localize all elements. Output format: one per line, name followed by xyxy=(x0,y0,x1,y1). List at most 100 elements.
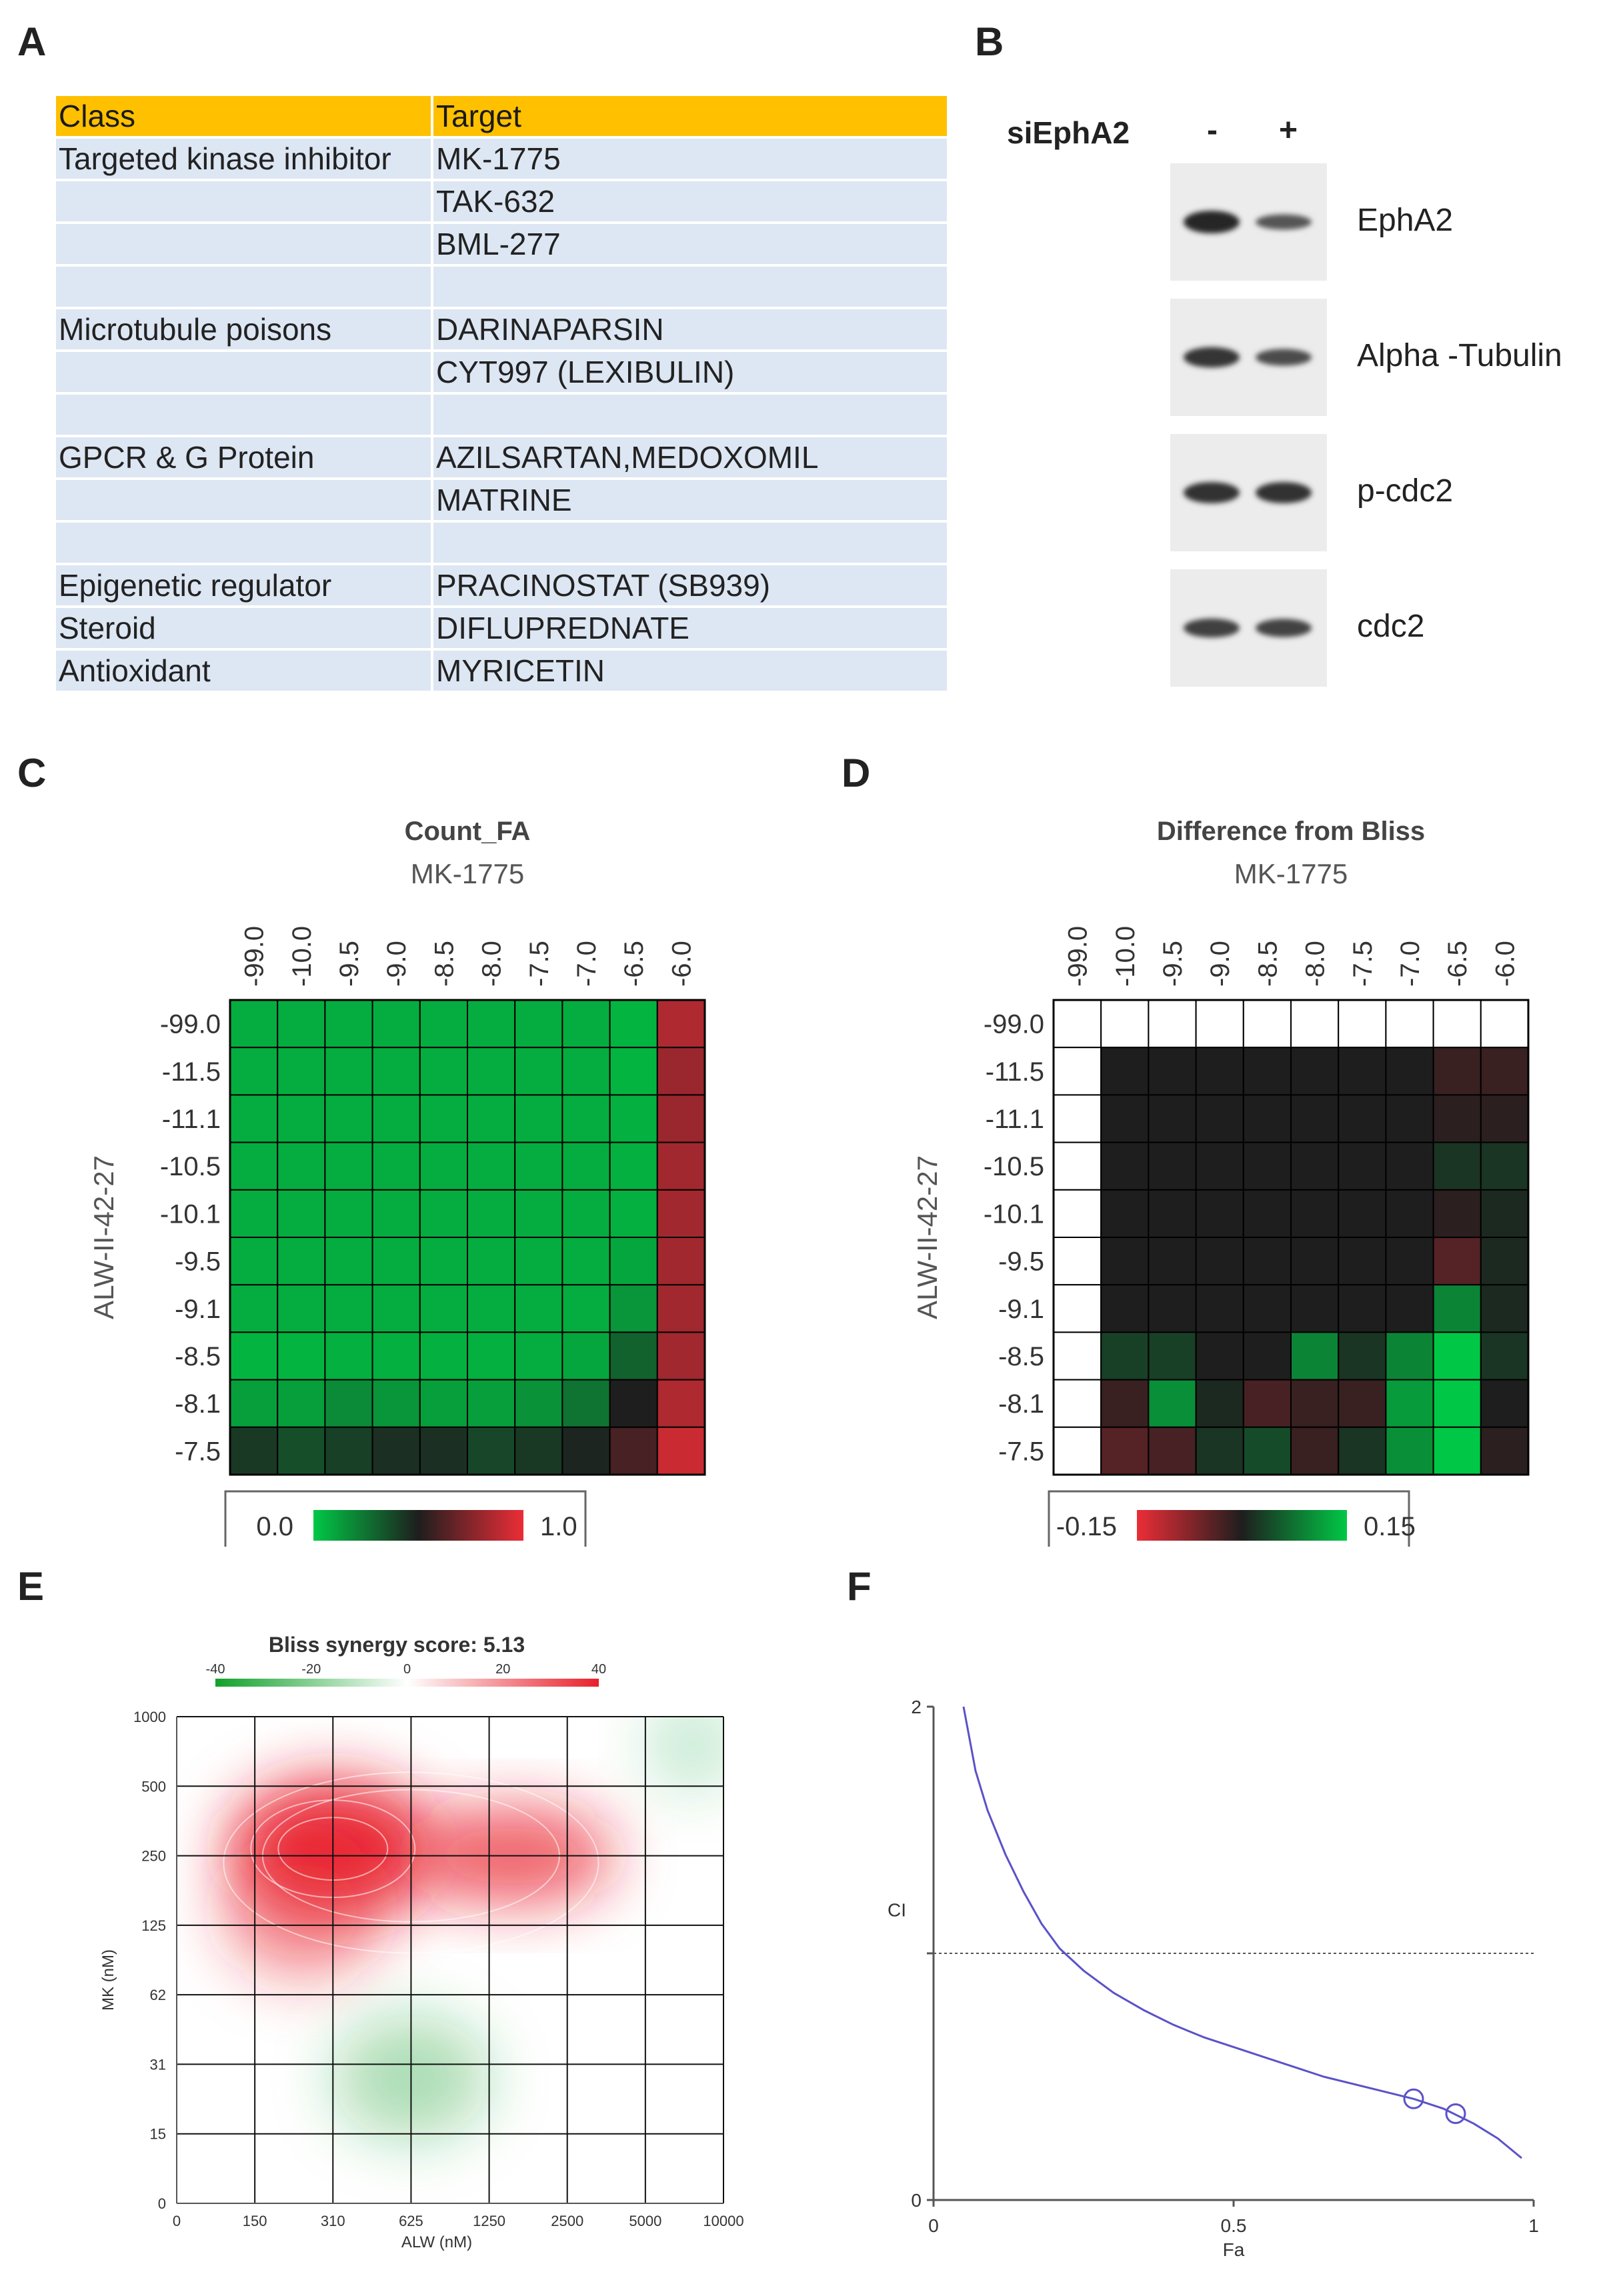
table-cell: MK-1775 xyxy=(431,139,947,179)
heatmap-cell xyxy=(1432,1047,1482,1096)
heatmap-cell xyxy=(656,1094,705,1143)
heatmap-cell xyxy=(656,1426,705,1475)
heatmap-cell xyxy=(1432,1331,1482,1381)
x-tick-label: 1250 xyxy=(473,2213,505,2229)
y-tick-label: -99.0 xyxy=(160,1010,221,1039)
y-tick-label: -11.5 xyxy=(162,1057,221,1087)
heatmap-cell xyxy=(1195,1141,1244,1191)
heatmap-cell xyxy=(419,1379,468,1428)
colorbar-max-label: 0.15 xyxy=(1364,1512,1416,1541)
table-cell: MATRINE xyxy=(431,480,947,520)
heatmap-cell xyxy=(1053,1379,1102,1428)
table-cell: TAK-632 xyxy=(431,181,947,221)
table-cell xyxy=(431,523,947,563)
chart-title: Bliss synergy score: 5.13 xyxy=(269,1633,525,1657)
heatmap-cell xyxy=(1242,1379,1292,1428)
heatmap-cell xyxy=(324,1189,373,1238)
y-tick-label: -7.5 xyxy=(175,1437,221,1466)
heatmap-cell xyxy=(229,1379,279,1428)
y-tick-label: 1000 xyxy=(133,1709,166,1725)
heatmap-cell xyxy=(1290,1094,1340,1143)
heatmap-cell xyxy=(1053,1237,1102,1286)
heatmap-cell xyxy=(561,1047,611,1096)
panel-letter-c: C xyxy=(17,751,47,795)
heatmap-cell xyxy=(277,1284,326,1333)
heatmap-cell xyxy=(561,1094,611,1143)
table-row: Microtubule poisons DARINAPARSIN xyxy=(56,309,947,349)
heatmap-cell xyxy=(324,1141,373,1191)
colorbar-max-label: 1.0 xyxy=(540,1512,577,1541)
data-point xyxy=(1403,2088,1424,2109)
heatmap-cell xyxy=(656,1047,705,1096)
colorbar-gradient xyxy=(1137,1510,1347,1541)
heatmap-cell xyxy=(1100,1141,1150,1191)
blot-protein-label: cdc2 xyxy=(1357,609,1425,644)
heatmap-cell xyxy=(514,1141,563,1191)
x-tick-label: -99.0 xyxy=(1064,926,1093,987)
heatmap-cell xyxy=(1053,1189,1102,1238)
heatmap-cell xyxy=(229,1284,279,1333)
heatmap-cell xyxy=(1242,1237,1292,1286)
heatmap-cell xyxy=(1338,1047,1387,1096)
y-tick-label: 0 xyxy=(158,2195,166,2212)
heatmap-cell xyxy=(1290,1189,1340,1238)
heatmap-cell xyxy=(1100,1331,1150,1381)
y-tick-label: 125 xyxy=(141,1917,166,1934)
heatmap-cell xyxy=(1385,1284,1434,1333)
heatmap-cell xyxy=(1290,1141,1340,1191)
heatmap-cell xyxy=(324,1426,373,1475)
x-tick-label: -10.0 xyxy=(287,926,317,987)
heatmap-cell xyxy=(1290,1426,1340,1475)
heatmap-cell xyxy=(419,1426,468,1475)
heatmap-cell xyxy=(277,1426,326,1475)
heatmap-cell xyxy=(229,1237,279,1286)
table-cell xyxy=(56,352,431,392)
lane-label-minus: - xyxy=(1207,113,1218,148)
heatmap-cell xyxy=(1195,1379,1244,1428)
heatmap-cell xyxy=(1053,1141,1102,1191)
heatmap-cell xyxy=(1432,1284,1482,1333)
y-tick-label: -11.5 xyxy=(986,1057,1044,1087)
heatmap-cell xyxy=(419,1094,468,1143)
x-tick-label: -7.5 xyxy=(1348,941,1378,987)
heatmap-cell xyxy=(609,1189,658,1238)
bliss-difference-heatmap: Difference from Bliss MK-1775 -99.0 -10.0 -9… xyxy=(912,817,1530,1547)
heatmap-cell xyxy=(1053,1426,1102,1475)
table-cell: MYRICETIN xyxy=(431,651,947,691)
heatmap-cell xyxy=(324,1331,373,1381)
table-row: Epigenetic regulator PRACINOSTAT (SB939) xyxy=(56,565,947,605)
heatmap-cell xyxy=(1100,999,1150,1049)
heatmap-cell xyxy=(1242,1094,1292,1143)
heatmap-cell xyxy=(1338,1379,1387,1428)
x-tick-label: 0.5 xyxy=(1221,2215,1247,2236)
heatmap-cell xyxy=(277,1047,326,1096)
heatmap-cell xyxy=(419,1047,468,1096)
heatmap-cell xyxy=(277,1141,326,1191)
y-tick-label: 62 xyxy=(150,1987,166,2003)
heatmap-cell xyxy=(277,999,326,1049)
heatmap-cell xyxy=(1148,1284,1197,1333)
table-cell: CYT997 (LEXIBULIN) xyxy=(431,352,947,392)
y-axis-label: CI xyxy=(888,1900,906,1921)
heatmap-cell xyxy=(1385,1189,1434,1238)
heatmap-cell xyxy=(1100,1047,1150,1096)
bliss-synergy-surface: Bliss synergy score: 5.13-40 -20 0 20 400 150… xyxy=(99,1633,744,2251)
heatmap-cell xyxy=(467,1047,516,1096)
blot-protein-label: p-cdc2 xyxy=(1357,473,1454,509)
heatmap-cell xyxy=(419,1189,468,1238)
colorbar-gradient xyxy=(313,1510,523,1541)
ci-fa-plot: 0 2 0 0.5 1 Fa CI xyxy=(888,1697,1539,2260)
heatmap-cell xyxy=(324,999,373,1049)
heatmap-cell xyxy=(1480,999,1529,1049)
y-axis-label: ALW-II-42-27 xyxy=(912,1155,943,1319)
colorbar-tick-label: -20 xyxy=(301,1662,321,1677)
heatmap-cell xyxy=(1480,1094,1529,1143)
table-row: BML-277 xyxy=(56,224,947,264)
heatmap-cell xyxy=(514,1331,563,1381)
heatmap-cell xyxy=(1432,1379,1482,1428)
heatmap-cell xyxy=(1100,1189,1150,1238)
y-tick-label: -9.5 xyxy=(998,1247,1044,1277)
colorbar-gradient xyxy=(215,1679,599,1687)
heatmap-cell xyxy=(561,1331,611,1381)
heatmap-cell xyxy=(609,1047,658,1096)
